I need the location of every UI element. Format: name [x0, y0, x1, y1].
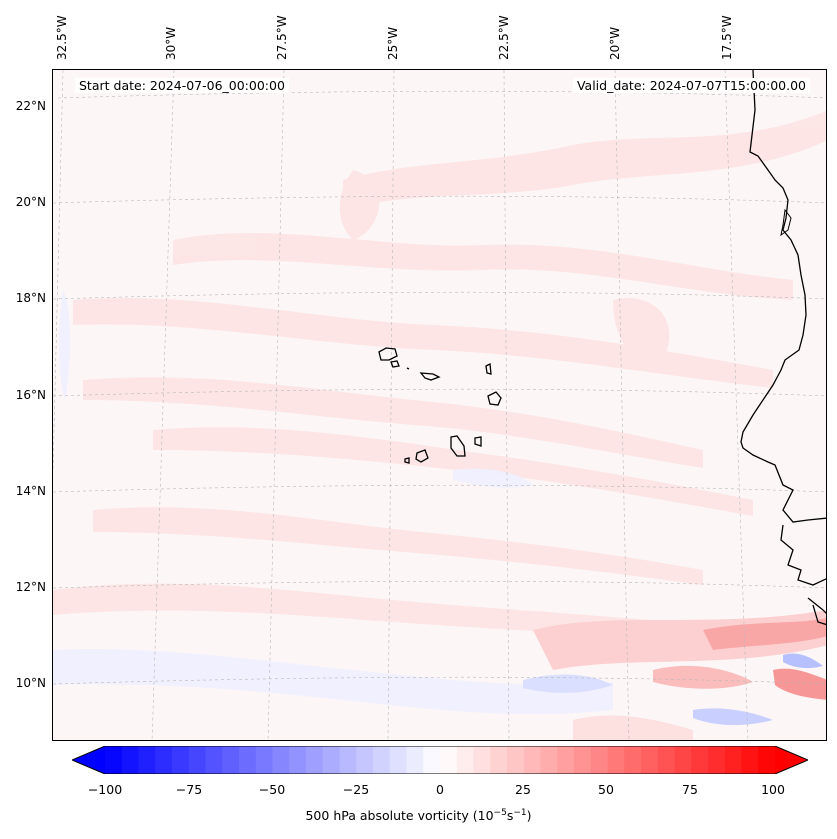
colorbar-bin — [607, 746, 625, 774]
colorbar-bin — [758, 746, 776, 774]
island-sao-nicolau — [419, 372, 441, 381]
lon-label-20w: 20°W — [608, 26, 622, 60]
colorbar-tick-label: 100 — [761, 782, 785, 797]
island-santo-antao — [378, 347, 398, 361]
negative-vorticity-patches — [53, 290, 613, 715]
colorbar-bin — [657, 746, 675, 774]
vorticity-colorbar — [72, 746, 808, 774]
lat-label-14n: 14°N — [15, 484, 46, 498]
colorbar-bin — [490, 746, 508, 774]
lon-label-22-5w: 22.5°W — [497, 15, 511, 60]
colorbar-bin — [456, 746, 474, 774]
island-sao-vicente — [390, 360, 400, 368]
graticule-gridlines — [53, 70, 826, 740]
colorbar-bin — [339, 746, 357, 774]
colorbar-bin — [624, 746, 642, 774]
colorbar-tick-label: −25 — [342, 782, 370, 797]
start-date-label: Start date: 2024-07-06_00:00:00 — [75, 78, 289, 93]
colorbar-tick-label: −100 — [87, 782, 123, 797]
colorbar-bin — [557, 746, 575, 774]
lon-label-25w: 25°W — [386, 26, 400, 60]
colorbar-bin — [121, 746, 139, 774]
colorbar-bin — [473, 746, 491, 774]
colorbar-bin — [674, 746, 692, 774]
colorbar-bin — [255, 746, 273, 774]
lat-label-16n: 16°N — [15, 388, 46, 402]
colorbar-bin — [406, 746, 424, 774]
colorbar-bin — [507, 746, 525, 774]
vorticity-map: Start date: 2024-07-06_00:00:00 Valid_da… — [52, 69, 827, 741]
lat-label-20n: 20°N — [15, 195, 46, 209]
colorbar-extend-max — [775, 746, 808, 774]
lat-label-18n: 18°N — [15, 291, 46, 305]
colorbar-bin — [724, 746, 742, 774]
colorbar-bin — [138, 746, 156, 774]
colorbar-tick-label: −75 — [175, 782, 203, 797]
colorbar-tick-label: 0 — [436, 782, 444, 797]
colorbar-extend-min — [72, 746, 105, 774]
positive-vorticity-streaks — [53, 110, 826, 645]
colorbar-bin — [306, 746, 324, 774]
island-brava — [404, 457, 410, 464]
colorbar-bin — [590, 746, 608, 774]
colorbar-bin — [691, 746, 709, 774]
lon-label-27-5w: 27.5°W — [275, 15, 289, 60]
island-santiago — [450, 435, 466, 457]
cape-verde-islands — [378, 347, 502, 464]
west-africa-coastline — [740, 70, 826, 626]
colorbar-bin — [188, 746, 206, 774]
lon-label-32-5w: 32.5°W — [55, 15, 69, 60]
island-fogo — [415, 449, 429, 463]
colorbar-bin — [440, 746, 458, 774]
colorbar-bin — [540, 746, 558, 774]
colorbar-bin — [222, 746, 240, 774]
coast-inlet — [780, 208, 792, 237]
colorbar-bin — [205, 746, 223, 774]
vorticity-field — [53, 70, 826, 740]
colorbar-bin — [708, 746, 726, 774]
valid-date-label: Valid_date: 2024-07-07T15:00:00.00 — [572, 78, 810, 93]
island-boa-vista — [487, 391, 502, 406]
colorbar-bin — [272, 746, 290, 774]
colorbar-tick-label: 75 — [682, 782, 698, 797]
lat-label-22n: 22°N — [15, 99, 46, 113]
colorbar-bin — [373, 746, 391, 774]
island-sal — [485, 362, 492, 375]
lat-label-12n: 12°N — [15, 580, 46, 594]
colorbar-bin — [741, 746, 759, 774]
lon-label-17-5w: 17.5°W — [720, 15, 734, 60]
colorbar-bin — [239, 746, 257, 774]
colorbar-bin — [389, 746, 407, 774]
colorbar-bin — [423, 746, 441, 774]
colorbar-bin — [574, 746, 592, 774]
island-maio — [474, 436, 482, 447]
colorbar-bin — [322, 746, 340, 774]
colorbar-bin — [289, 746, 307, 774]
colorbar-bin — [172, 746, 190, 774]
colorbar-title: 500 hPa absolute vorticity (10−5s−1) — [305, 808, 532, 824]
island-santa-luzia — [406, 367, 410, 370]
colorbar-bin — [105, 746, 123, 774]
lon-label-30w: 30°W — [164, 26, 178, 60]
colorbar-tick-label: −50 — [258, 782, 286, 797]
colorbar-bin — [356, 746, 374, 774]
colorbar-bin — [523, 746, 541, 774]
lat-label-10n: 10°N — [15, 676, 46, 690]
colorbar-bin — [641, 746, 659, 774]
colorbar-tick-label: 50 — [598, 782, 614, 797]
colorbar-bin — [155, 746, 173, 774]
colorbar-tick-label: 25 — [515, 782, 531, 797]
strong-vorticity-band — [523, 610, 826, 740]
